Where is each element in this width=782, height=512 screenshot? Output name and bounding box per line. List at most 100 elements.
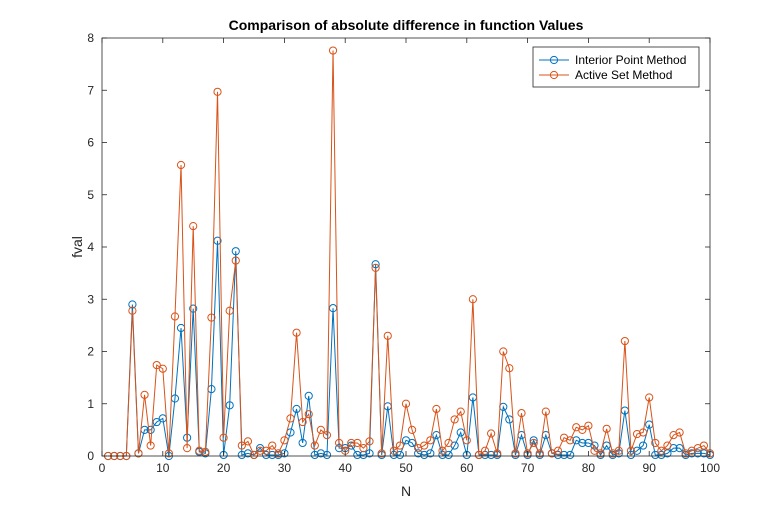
y-tick-label: 7	[87, 83, 94, 97]
x-tick-label: 50	[399, 461, 413, 475]
data-point	[620, 336, 629, 346]
data-point	[675, 428, 684, 437]
data-point	[371, 263, 380, 272]
data-point	[359, 444, 368, 453]
x-axis-label: N	[401, 483, 411, 499]
data-point	[499, 347, 508, 356]
data-point	[614, 446, 623, 455]
data-point	[578, 438, 587, 448]
data-point	[535, 449, 544, 458]
data-point	[444, 438, 453, 448]
data-point	[559, 450, 569, 460]
data-point	[407, 425, 417, 434]
data-point	[316, 425, 325, 434]
data-point	[292, 328, 301, 337]
data-point	[407, 438, 417, 448]
data-point	[541, 407, 550, 416]
axis-layer: 0 10 20 30 40 50 60 70 80 90 100 0 1 2 3 4 5 6 7 8	[87, 31, 720, 475]
legend-box	[532, 46, 700, 88]
data-point	[450, 415, 459, 424]
data-point	[444, 450, 453, 460]
data-point	[395, 441, 405, 450]
y-tick-label: 3	[87, 292, 94, 306]
data-point	[298, 438, 307, 448]
data-point	[432, 404, 441, 414]
legend-entry: Interior Point Method	[575, 53, 686, 67]
data-point	[553, 450, 563, 460]
data-point	[651, 438, 660, 448]
data-point	[438, 446, 447, 455]
data-point	[255, 446, 265, 455]
data-point	[274, 449, 283, 458]
data-point	[511, 449, 520, 458]
data-point	[377, 449, 386, 458]
data-point	[280, 449, 289, 458]
data-point	[268, 450, 277, 460]
data-point	[268, 441, 277, 450]
data-point	[164, 449, 173, 458]
data-point	[602, 424, 611, 433]
y-tick-label: 4	[87, 240, 94, 254]
x-tick-label: 30	[278, 461, 292, 475]
y-tick-label: 0	[87, 449, 94, 463]
data-point	[134, 449, 143, 458]
data-point	[578, 425, 587, 434]
data-point	[322, 450, 332, 460]
data-point	[584, 421, 593, 430]
legend-entry: Active Set Method	[575, 68, 672, 82]
data-point	[365, 449, 374, 458]
data-point	[487, 429, 496, 438]
data-point	[219, 433, 228, 442]
data-point	[170, 312, 180, 321]
x-tick-label: 10	[156, 461, 170, 475]
data-point	[243, 437, 253, 446]
data-point	[310, 441, 319, 450]
data-point	[140, 390, 149, 399]
chart-title: Comparison of absolute difference in fun…	[229, 17, 584, 33]
series-2	[103, 46, 715, 461]
data-point	[566, 450, 575, 460]
data-point	[231, 247, 240, 256]
legend-marker	[549, 70, 559, 80]
data-point	[602, 441, 611, 450]
data-point	[632, 446, 642, 455]
x-tick-label: 90	[643, 461, 657, 475]
y-tick-label: 8	[87, 31, 94, 45]
data-point	[566, 436, 575, 445]
data-point	[639, 428, 648, 437]
data-point	[158, 364, 167, 373]
data-point	[316, 449, 325, 458]
data-point	[146, 425, 155, 434]
data-point	[553, 446, 563, 455]
data-point	[596, 449, 605, 458]
data-point	[517, 409, 526, 418]
data-point	[183, 444, 192, 453]
data-point	[365, 437, 374, 446]
data-point	[505, 364, 514, 373]
data-point	[529, 438, 538, 448]
x-tick-label: 80	[582, 461, 596, 475]
data-point	[639, 441, 648, 450]
y-tick-label: 2	[87, 345, 94, 359]
data-point	[420, 450, 429, 460]
data-point	[201, 447, 210, 456]
data-point	[371, 260, 380, 269]
data-point	[651, 450, 660, 460]
x-tick-label: 100	[700, 461, 720, 475]
data-point	[462, 436, 471, 445]
y-tick-label: 5	[87, 188, 94, 202]
data-point	[189, 304, 198, 313]
data-point	[237, 441, 246, 450]
data-point	[687, 449, 696, 458]
data-point	[645, 393, 654, 402]
data-point	[426, 449, 435, 458]
data-point	[353, 438, 362, 448]
data-point	[487, 450, 496, 460]
data-point	[456, 428, 465, 437]
data-point	[176, 160, 186, 170]
data-point	[480, 446, 490, 455]
data-point	[128, 300, 137, 309]
data-point	[207, 313, 216, 322]
plot-area	[102, 38, 710, 456]
